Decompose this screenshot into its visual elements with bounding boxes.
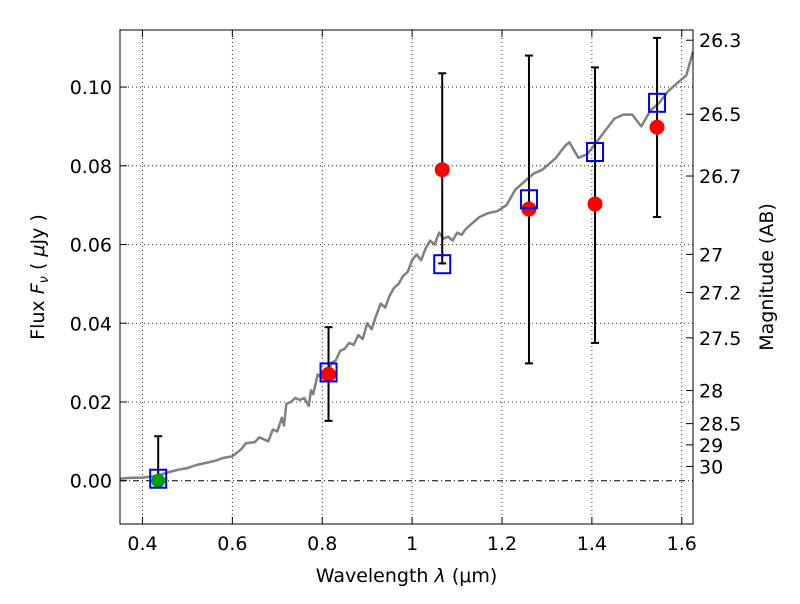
y-tick-label: 0.02 [70,392,112,414]
x-axis-label-symbol: λ [434,565,446,587]
magnitude-tick-label: 29 [699,435,723,457]
synthetic-photometry-marker [586,142,605,163]
data-markers [149,92,667,489]
x-tick-label: 0.8 [307,533,337,555]
x-tick-label: 1.6 [667,533,697,555]
detection-marker [587,196,603,212]
model-spectrum [119,51,695,480]
detection-marker [434,162,450,178]
y-tick-label: 0.04 [70,313,112,335]
nondetection-marker [151,473,166,488]
magnitude-axis-label: Magnitude (AB) [756,203,778,351]
x-axis-label: Wavelength λ (μm) [316,565,497,587]
x-tick-label: 0.4 [127,533,157,555]
magnitude-tick-label: 27.5 [699,328,741,350]
y-tick-label: 0.06 [70,235,112,257]
x-tick-label: 1.2 [487,533,517,555]
magnitude-tick-label: 28 [699,381,723,403]
magnitude-tick-label: 26.3 [699,30,741,52]
y-tick-label: 0.00 [70,471,112,493]
x-axis-label-unit: (μm) [452,565,497,587]
synthetic-photometry-marker [433,254,452,275]
x-tick-label: 1 [406,533,418,555]
y-axis-label-unit-open: ( [27,263,49,270]
magnitude-tick-label: 30 [699,457,723,479]
magnitude-tick-label: 28.5 [699,414,741,436]
y-axis-label-text: Flux [27,300,49,340]
y-axis-label-unit-rest: Jy ) [27,214,49,245]
magnitude-tick-label: 26.7 [699,166,741,188]
error-bars [154,36,662,488]
grid [120,30,693,524]
synthetic-photometry-marker [149,468,168,489]
model-spectrum-line [119,51,695,480]
magnitude-tick-label: 27 [699,244,723,266]
y-tick-label: 0.08 [70,156,112,178]
x-axis-label-text: Wavelength [316,565,429,587]
x-tick-label: 1.4 [577,533,607,555]
axis-ticks: 0.4 0.6 0.8 1 1.2 1.4 1.6 0.00 0.02 0.04 0.06 0.08 0… [70,30,741,555]
synthetic-photometry-marker [519,189,538,210]
y-axis-label-symbol: F [27,282,49,294]
x-tick-label: 0.6 [217,533,247,555]
detection-marker [321,366,337,382]
synthetic-photometry-marker [648,92,667,113]
y-axis-label-subscript: ν [37,276,52,283]
plot-frame [119,29,694,525]
y-tick-label: 0.10 [70,77,112,99]
y-axis-label: Flux Fν ( μJy ) [27,214,52,340]
synthetic-photometry-marker [319,362,338,383]
y-axis-label-unit-mu: μ [27,244,49,257]
magnitude-tick-label: 27.2 [699,283,741,305]
detection-marker [649,119,665,135]
magnitude-tick-label: 26.5 [699,104,741,126]
